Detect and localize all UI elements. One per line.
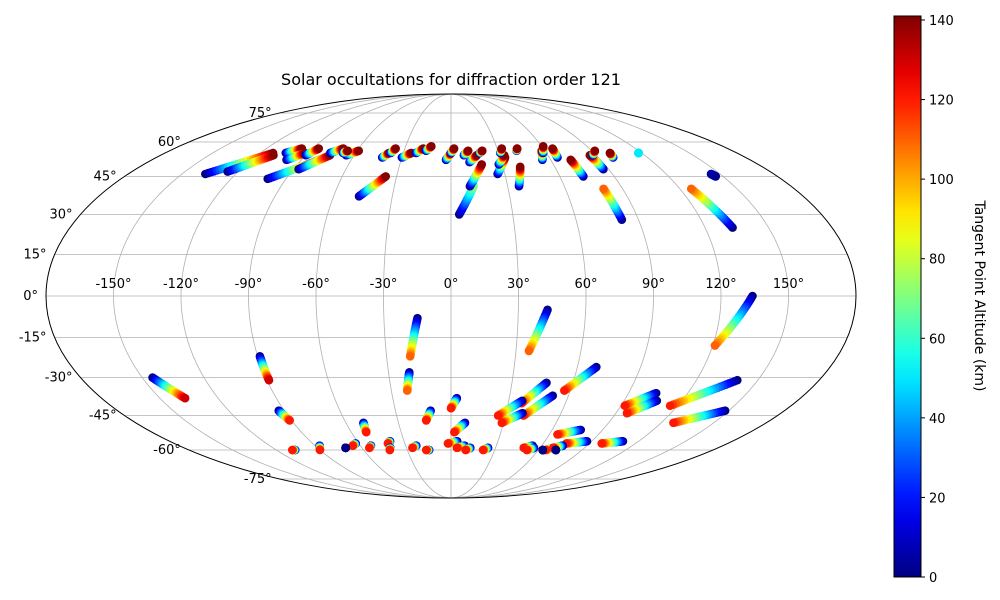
track-point (686, 184, 696, 194)
track-point (405, 352, 415, 361)
colorbar-tick-label: 120 (929, 94, 954, 109)
track-point (402, 386, 412, 395)
track-point (463, 146, 473, 156)
track-point (285, 416, 295, 425)
track-point (620, 401, 630, 411)
track-point (553, 430, 562, 439)
track-point (446, 403, 456, 413)
track-point (605, 148, 615, 158)
track-point (452, 443, 462, 453)
track-point (354, 146, 364, 156)
track-point (408, 443, 417, 453)
map-grid (46, 93, 856, 499)
longitude-tick-label: 150° (773, 277, 804, 292)
track-point (365, 443, 374, 453)
track-point (515, 162, 525, 172)
track-point (461, 445, 470, 455)
longitude-tick-label: 0° (444, 277, 459, 292)
track-point (522, 445, 532, 455)
track-point (512, 144, 522, 153)
latitude-tick-label: -75° (244, 472, 272, 487)
latitude-tick-labels: -75° -60° -45° -30° -15° 0° 15° 30° 45° 60° 75° (19, 106, 272, 487)
track-point (341, 443, 350, 453)
track-point (450, 427, 459, 437)
track-point (180, 393, 190, 403)
track-point (551, 445, 561, 455)
track-point (385, 445, 395, 455)
chart-title: Solar occultations for diffraction order… (281, 70, 621, 89)
latitude-tick-label: -60° (153, 443, 181, 458)
track-point (477, 146, 487, 156)
latitude-tick-label: -30° (45, 371, 73, 386)
colorbar-tick-label: 140 (929, 14, 954, 29)
occultation-tracks (148, 142, 757, 455)
track-point (538, 142, 548, 151)
track-point (599, 184, 608, 194)
track-point (361, 427, 371, 437)
track-point (348, 441, 358, 450)
track-point (314, 144, 324, 153)
colorbar: 0 20 40 60 80 100 120 140 Tangent Point Altitud… (893, 14, 987, 586)
longitude-tick-label: -150° (95, 277, 131, 292)
colorbar-ticks: 0 20 40 60 80 100 120 140 (921, 14, 954, 586)
longitude-tick-label: -90° (235, 277, 263, 292)
track-point (560, 386, 569, 395)
track-point (524, 346, 534, 356)
track-point (315, 445, 325, 455)
colorbar-label: Tangent Point Altitude (km) (971, 199, 987, 391)
track-point (381, 172, 391, 181)
track-point (622, 408, 632, 418)
track-point (710, 341, 720, 350)
latitude-tick-label: 15° (24, 248, 47, 263)
track-point (391, 144, 400, 153)
colorbar-gradient (893, 15, 922, 578)
latitude-tick-label: -15° (19, 330, 47, 345)
track-point (478, 445, 488, 455)
track-point (449, 144, 459, 153)
latitude-tick-label: -45° (89, 409, 117, 424)
track-point (665, 401, 675, 411)
longitude-tick-label: -60° (302, 277, 330, 292)
track-point (477, 160, 487, 169)
colorbar-tick-label: 100 (929, 173, 954, 188)
track-point (493, 411, 503, 420)
longitude-tick-labels: -150° -120° -90° -60° -30° 0° 30° 60° 90° 120° 150… (95, 277, 804, 292)
longitude-tick-label: 60° (574, 277, 597, 292)
colorbar-tick-label: 60 (929, 332, 946, 347)
track-point (343, 146, 353, 156)
track-point (497, 418, 507, 428)
colorbar-tick-label: 0 (929, 571, 937, 586)
track-point (538, 445, 548, 455)
colorbar-tick-label: 40 (929, 412, 946, 427)
track-point (421, 445, 431, 455)
track-point (497, 144, 507, 153)
track-point (548, 144, 557, 153)
track-point (264, 375, 274, 385)
track-point (427, 142, 436, 151)
latitude-tick-label: 30° (49, 207, 72, 222)
track-point (287, 445, 297, 455)
colorbar-tick-label: 80 (929, 253, 946, 268)
latitude-tick-label: 45° (94, 169, 117, 184)
track-point (597, 439, 606, 448)
track-point (669, 418, 678, 428)
longitude-tick-label: 90° (642, 277, 665, 292)
track-point (269, 150, 278, 160)
longitude-tick-label: 120° (705, 277, 736, 292)
latitude-tick-label: 60° (158, 135, 181, 150)
map-boundary (45, 93, 857, 499)
track-point (590, 146, 600, 156)
track-point (706, 169, 716, 179)
longitude-tick-label: -120° (163, 277, 199, 292)
longitude-tick-label: 30° (507, 277, 530, 292)
latitude-tick-label: 75° (249, 106, 272, 121)
track-point (634, 148, 643, 158)
track-point (421, 416, 431, 425)
latitude-tick-label: 0° (23, 289, 38, 304)
track-point (566, 155, 575, 165)
colorbar-tick-label: 20 (929, 491, 946, 506)
track-point (443, 439, 453, 448)
longitude-tick-label: -30° (370, 277, 398, 292)
